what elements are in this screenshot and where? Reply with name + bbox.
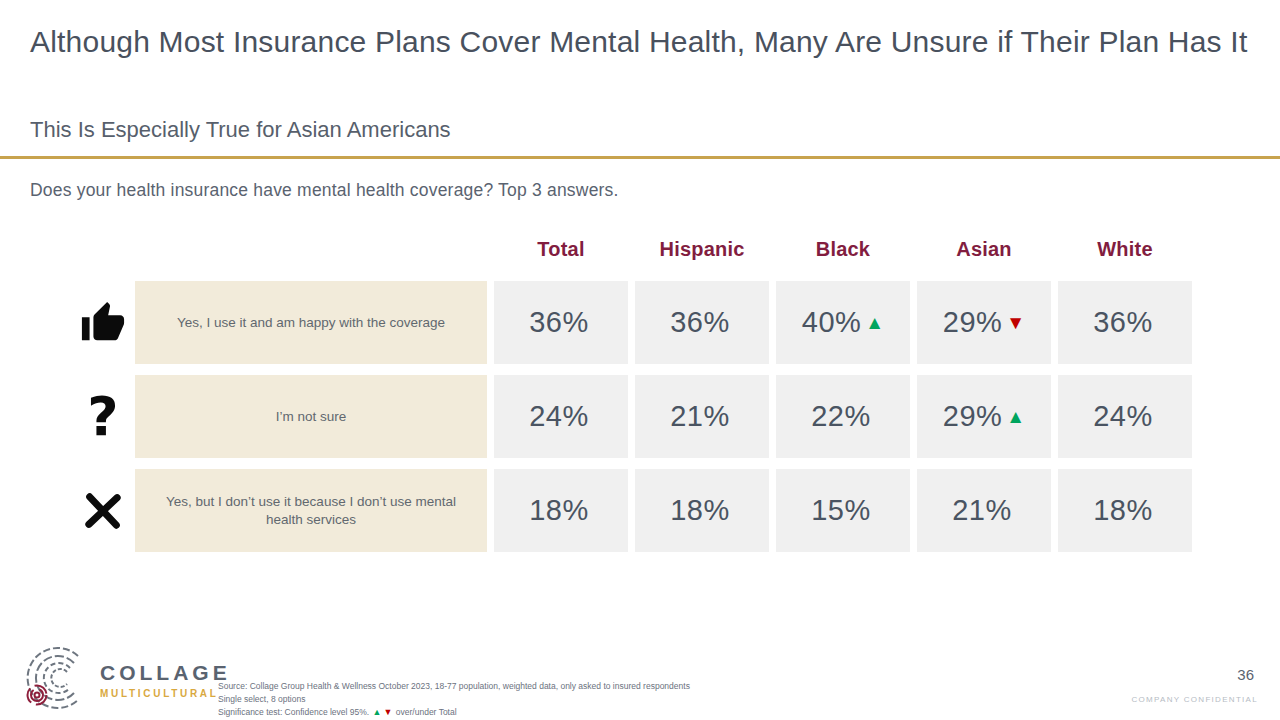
value-cell-asian: 21% <box>917 469 1051 552</box>
question-mark-icon: ? <box>78 375 128 458</box>
results-table: Total Hispanic Black Asian White Yes, I … <box>78 228 1192 552</box>
logo-tagline: MULTICULTURAL <box>100 688 231 699</box>
value-cell-hispanic: 36% <box>635 281 769 364</box>
value-cell-white: 24% <box>1058 375 1192 458</box>
value-cell-total: 24% <box>494 375 628 458</box>
value-cell-asian: 29%▲ <box>917 375 1051 458</box>
page-title: Although Most Insurance Plans Cover Ment… <box>30 22 1265 61</box>
header-spacer <box>135 228 487 270</box>
sig-up-icon: ▲ <box>865 312 884 334</box>
footnotes: Source: Collage Group Health & Wellness … <box>218 680 690 719</box>
sig-down-icon: ▼ <box>1006 312 1025 334</box>
sig-up-icon: ▲ <box>1006 406 1025 428</box>
confidential-label: COMPANY CONFIDENTIAL <box>1131 695 1258 704</box>
value-cell-white: 18% <box>1058 469 1192 552</box>
row-label: Yes, but I don’t use it because I don’t … <box>135 469 487 552</box>
value-cell-black: 40%▲ <box>776 281 910 364</box>
logo-name: COLLAGE <box>100 661 231 685</box>
sig-up-icon: ▲ <box>373 707 382 717</box>
column-header-hispanic: Hispanic <box>635 228 769 270</box>
collage-logo: COLLAGE MULTICULTURAL <box>16 640 231 720</box>
x-icon <box>78 469 128 552</box>
row-label: I’m not sure <box>135 375 487 458</box>
value-cell-hispanic: 18% <box>635 469 769 552</box>
column-header-asian: Asian <box>917 228 1051 270</box>
gold-divider <box>0 156 1280 159</box>
column-header-total: Total <box>494 228 628 270</box>
collage-logo-mark-icon <box>16 640 92 720</box>
value-cell-black: 22% <box>776 375 910 458</box>
value-cell-total: 36% <box>494 281 628 364</box>
value-cell-asian: 29%▼ <box>917 281 1051 364</box>
value-cell-total: 18% <box>494 469 628 552</box>
select-line: Single select, 8 options <box>218 693 690 706</box>
column-header-black: Black <box>776 228 910 270</box>
page-number: 36 <box>1237 666 1254 683</box>
significance-line: Significance test: Confidence level 95%.… <box>218 706 690 719</box>
header-spacer <box>78 228 128 270</box>
page-subtitle: This Is Especially True for Asian Americ… <box>30 117 451 143</box>
value-cell-white: 36% <box>1058 281 1192 364</box>
source-line: Source: Collage Group Health & Wellness … <box>218 680 690 693</box>
value-cell-hispanic: 21% <box>635 375 769 458</box>
survey-question: Does your health insurance have mental h… <box>30 180 619 201</box>
sig-down-icon: ▼ <box>384 707 393 717</box>
value-cell-black: 15% <box>776 469 910 552</box>
column-header-white: White <box>1058 228 1192 270</box>
row-label: Yes, I use it and am happy with the cove… <box>135 281 487 364</box>
thumbs-up-icon <box>78 281 128 364</box>
